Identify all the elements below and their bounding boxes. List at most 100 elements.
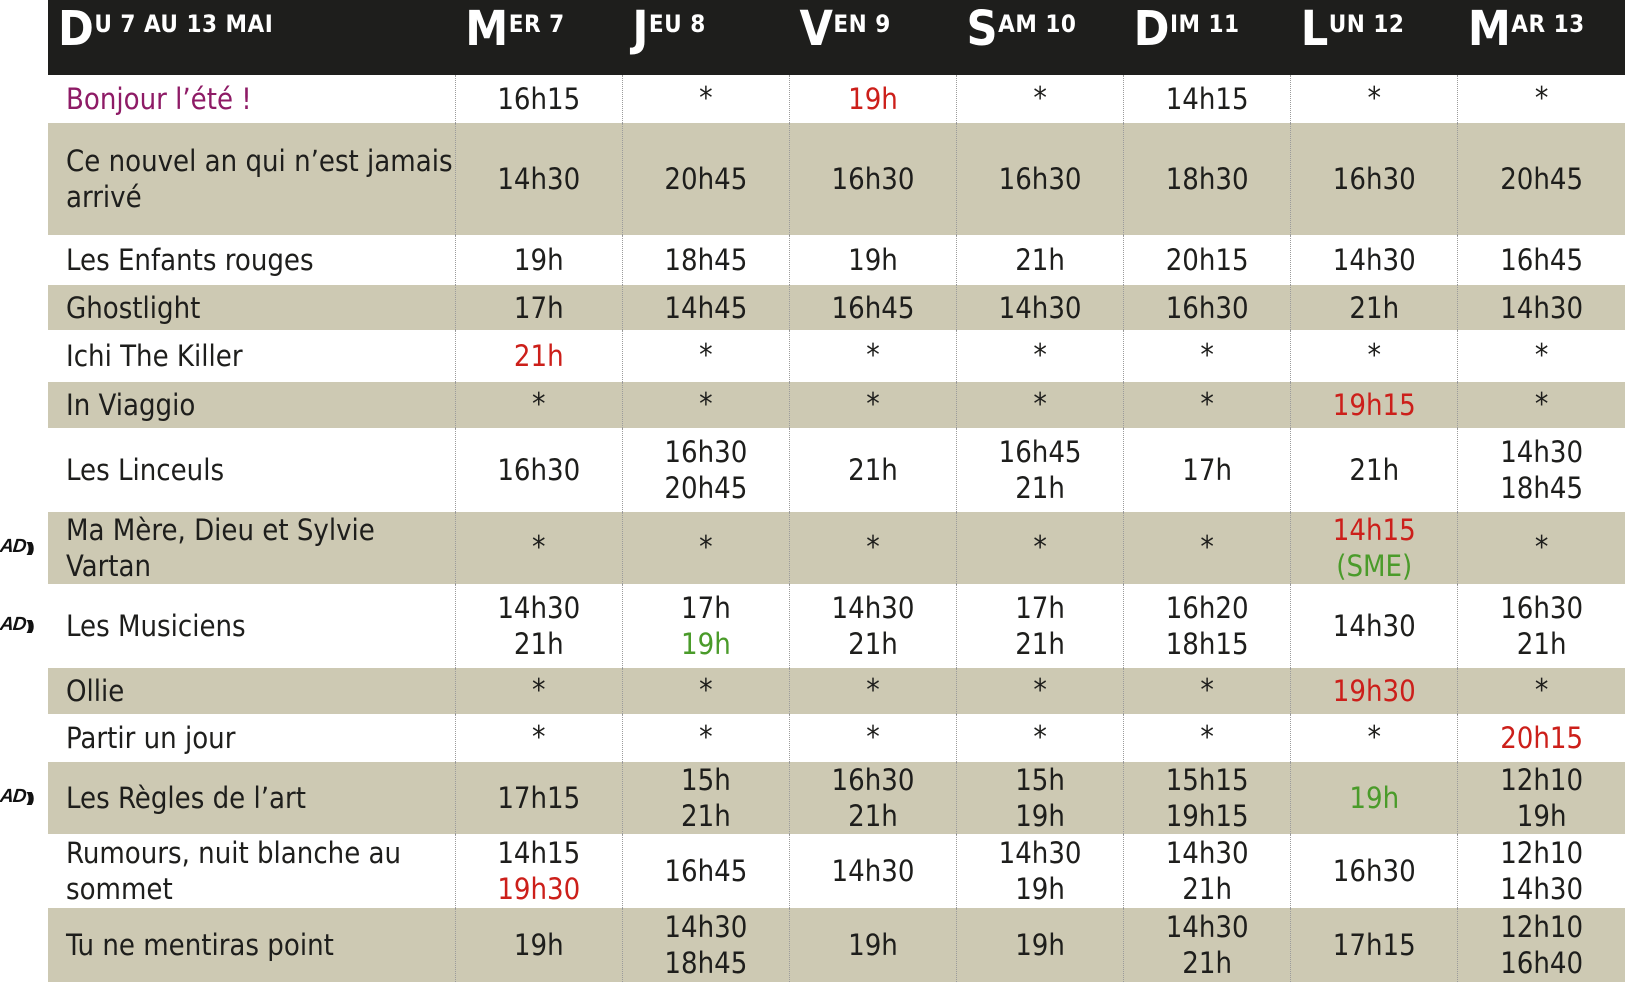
showtime-cell: 19h bbox=[788, 235, 957, 285]
showtime-cell: 19h bbox=[956, 908, 1124, 982]
film-title: Ollie bbox=[66, 674, 125, 708]
showtime-cell: 14h30 21h bbox=[1123, 834, 1291, 908]
showtime: 18h30 bbox=[1165, 162, 1249, 196]
period-heading-initial: D bbox=[58, 1, 95, 57]
showtime-cell: * bbox=[956, 714, 1124, 762]
showtime: 15h bbox=[1015, 763, 1065, 797]
showtime: 17h15 bbox=[1332, 928, 1416, 962]
showtime: 19h bbox=[1516, 799, 1567, 833]
showtime-cell: 17h 21h bbox=[956, 584, 1124, 668]
showtime-cell: 14h30 bbox=[454, 123, 623, 235]
showtime-cell: 21h bbox=[788, 428, 957, 512]
no-screening-marker: * bbox=[1200, 673, 1214, 708]
showtime: 14h30 bbox=[831, 591, 915, 625]
showtime-cell: 16h30 21h bbox=[1457, 584, 1625, 668]
no-screening-marker: * bbox=[532, 387, 546, 422]
showtime-cell: * bbox=[454, 714, 623, 762]
showtime: 16h45 bbox=[831, 290, 915, 325]
audio-description-icon: AD))) bbox=[0, 614, 48, 638]
showtime: 16h45 bbox=[998, 435, 1082, 469]
showtime-value: 14h15 bbox=[1332, 513, 1416, 547]
audio-description-label: AD bbox=[0, 614, 27, 635]
showtime: 14h45 bbox=[664, 290, 748, 325]
schedule-row: Ma Mère, Dieu et Sylvie Vartan * * * * * 14h15… bbox=[48, 512, 1625, 584]
showtime: 16h30 bbox=[1332, 162, 1416, 196]
showtime: 21h bbox=[513, 339, 564, 373]
audio-description-label: AD bbox=[0, 536, 27, 557]
showtime-cell: 14h30 bbox=[788, 834, 957, 908]
showtime-cell: 17h bbox=[1123, 428, 1291, 512]
showtime: 17h bbox=[1182, 453, 1233, 487]
no-screening-marker: * bbox=[1367, 338, 1382, 373]
showtime-cell: * bbox=[956, 512, 1124, 584]
showtime-cell: * bbox=[1457, 668, 1625, 714]
showtime-cell: 17h15 bbox=[454, 762, 623, 834]
no-screening-marker: * bbox=[1200, 338, 1214, 373]
no-screening-marker: * bbox=[1033, 673, 1047, 708]
showtime: 19h bbox=[848, 243, 898, 277]
film-title: Ichi The Killer bbox=[66, 339, 243, 373]
showtime-cell: * bbox=[1457, 330, 1625, 382]
no-screening-marker: * bbox=[1200, 720, 1214, 755]
showtime: 16h30 bbox=[831, 162, 915, 196]
showtime-cell: * bbox=[1123, 382, 1291, 428]
showtime-cell: * bbox=[621, 75, 790, 123]
showtime-cell: * bbox=[788, 382, 957, 428]
showtime-cell: 14h30 18h45 bbox=[621, 908, 790, 982]
no-screening-marker: * bbox=[699, 387, 713, 422]
day-heading-rest: EU 8 bbox=[648, 10, 706, 38]
showtime: 14h15 bbox=[1165, 82, 1249, 116]
showtime-cell: 14h30 21h bbox=[788, 584, 957, 668]
showtime-cell: 17h15 bbox=[1290, 908, 1458, 982]
film-title: Les Linceuls bbox=[66, 453, 225, 487]
showtime: 14h30 bbox=[1165, 836, 1249, 870]
day-heading-rest: IM 11 bbox=[1169, 10, 1240, 38]
showtime-cell: 15h 21h bbox=[621, 762, 790, 834]
showtime-cell: 17h 19h bbox=[621, 584, 790, 668]
showtime-cell: 19h15 bbox=[1290, 382, 1458, 428]
showtime: 21h bbox=[1182, 946, 1233, 980]
showtime-cell: * bbox=[454, 668, 623, 714]
showtime-cell: 20h45 bbox=[621, 123, 790, 235]
showtime: 14h30 bbox=[497, 162, 581, 196]
showtime-cell: * bbox=[1457, 512, 1625, 584]
day-heading: VEN 9 bbox=[789, 0, 956, 75]
showtime-cell: * bbox=[621, 668, 790, 714]
showtime: 19h15 bbox=[1332, 388, 1416, 422]
showtime-cell: 21h bbox=[956, 235, 1124, 285]
showtime: 21h bbox=[848, 627, 898, 661]
audio-description-icon: AD))) bbox=[0, 786, 48, 810]
film-title: Partir un jour bbox=[66, 721, 236, 755]
no-screening-marker: * bbox=[1534, 530, 1549, 565]
showtime: 20h45 bbox=[664, 162, 748, 196]
showtime: 12h10 bbox=[1500, 910, 1584, 944]
showtime-cell: * bbox=[956, 382, 1124, 428]
showtime: 20h45 bbox=[664, 471, 748, 505]
day-heading-initial: M bbox=[465, 1, 509, 57]
schedule-row: Partir un jour * * * * * * 20h15 bbox=[48, 714, 1625, 762]
day-heading-rest: ER 7 bbox=[508, 10, 565, 38]
showtime-cell: 14h30 bbox=[1457, 285, 1625, 330]
no-screening-marker: * bbox=[1200, 387, 1214, 422]
no-screening-marker: * bbox=[1033, 720, 1047, 755]
showtime-cell: 14h15 19h30 bbox=[454, 834, 623, 908]
showtime: 16h30 bbox=[1165, 290, 1249, 325]
schedule-row: Rumours, nuit blanche au sommet 14h15 19h3… bbox=[48, 834, 1625, 908]
showtime-cell: 14h30 19h bbox=[956, 834, 1124, 908]
sound-waves-icon: ))) bbox=[26, 789, 34, 805]
showtime-cell: 16h30 20h45 bbox=[621, 428, 790, 512]
showtime: 16h30 bbox=[497, 453, 581, 487]
day-heading-rest: EN 9 bbox=[833, 10, 891, 38]
showtime-cell: 14h30 18h45 bbox=[1457, 428, 1625, 512]
showtime: 21h bbox=[848, 453, 898, 487]
showtime: 21h bbox=[1182, 872, 1233, 906]
showtime-cell: * bbox=[1457, 382, 1625, 428]
film-title: Ghostlight bbox=[66, 290, 201, 325]
day-heading: DIM 11 bbox=[1124, 0, 1291, 75]
showtime: 12h10 bbox=[1500, 836, 1584, 870]
showtime-cell: 16h30 bbox=[788, 123, 957, 235]
showtime: 21h bbox=[1015, 627, 1065, 661]
no-screening-marker: * bbox=[1367, 81, 1382, 116]
showtime-cell: 20h15 bbox=[1457, 714, 1625, 762]
schedule-row: Les Musiciens 14h30 21h 17h 19h 14h30 21h 17h 21… bbox=[48, 584, 1625, 668]
